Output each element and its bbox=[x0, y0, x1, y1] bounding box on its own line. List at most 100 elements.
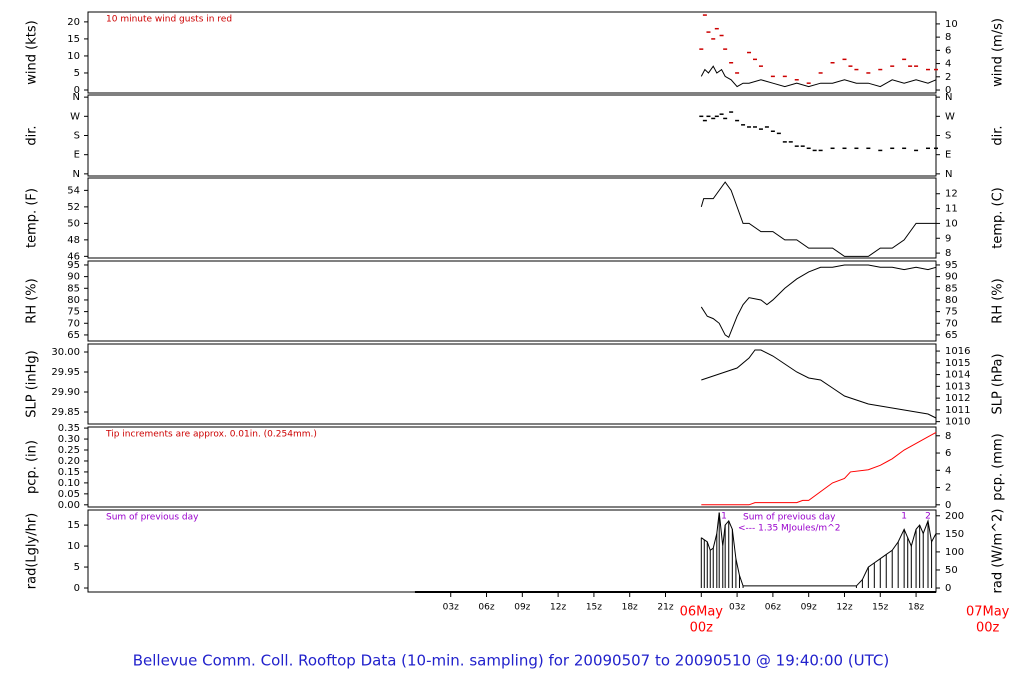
y-tick-label: 29.90 bbox=[51, 387, 80, 398]
annotation: Tip increments are approx. 0.01in. (0.25… bbox=[105, 430, 317, 440]
data-line bbox=[700, 181, 936, 257]
y-tick-label: 30.00 bbox=[51, 347, 80, 358]
y-axis-label: RH (%) bbox=[25, 278, 40, 323]
y-tick-label: 90 bbox=[67, 272, 80, 283]
y2-tick-label: 2 bbox=[945, 72, 951, 83]
y-tick-label: 0.35 bbox=[58, 423, 80, 434]
y-tick-label: 0.15 bbox=[58, 467, 80, 478]
y-tick-label: 80 bbox=[67, 295, 80, 306]
x-tick-label: 03z bbox=[729, 603, 745, 613]
y-tick-label: 0.10 bbox=[58, 478, 80, 489]
y-tick-label: 46 bbox=[67, 251, 80, 262]
y2-tick-label: 12 bbox=[945, 189, 958, 200]
annotation: Sum of previous day bbox=[106, 513, 199, 523]
chart-title: Bellevue Comm. Coll. Rooftop Data (10-mi… bbox=[133, 652, 890, 670]
x-tick-label: 06z bbox=[765, 603, 781, 613]
y-axis-label: wind (kts) bbox=[25, 20, 40, 84]
data-line bbox=[701, 349, 937, 419]
y-tick-label: 10 bbox=[67, 51, 80, 62]
y-tick-label: 52 bbox=[67, 202, 80, 213]
panel-frame bbox=[87, 177, 937, 259]
x-tick-label: 18z bbox=[622, 603, 638, 613]
y2-tick-label: 85 bbox=[945, 283, 958, 294]
y-tick-label: 75 bbox=[67, 307, 80, 318]
y-tick-label: 5 bbox=[74, 562, 80, 573]
x-tick-label: 03z bbox=[443, 603, 459, 613]
day-hour-label: 00z bbox=[976, 621, 1000, 636]
y2-tick-label: 1010 bbox=[945, 417, 970, 428]
annotation: Sum of previous day bbox=[743, 513, 836, 523]
y-tick-label: 50 bbox=[67, 218, 80, 229]
y2-tick-label: E bbox=[945, 150, 951, 161]
data-line bbox=[700, 65, 937, 88]
y-tick-label: 0.30 bbox=[58, 434, 80, 445]
y2-tick-label: 150 bbox=[945, 529, 964, 540]
y2-tick-label: 100 bbox=[945, 547, 964, 558]
y2-tick-label: 95 bbox=[945, 260, 958, 271]
day-marker: 1 bbox=[721, 512, 727, 522]
y-tick-label: 0 bbox=[74, 583, 80, 594]
y2-tick-label: N bbox=[945, 92, 952, 103]
y2-tick-label: 1015 bbox=[945, 358, 970, 369]
y-axis-label: temp. (F) bbox=[25, 188, 40, 248]
x-tick-label: 15z bbox=[872, 603, 888, 613]
panel-frame bbox=[87, 94, 937, 177]
y-tick-label: 54 bbox=[67, 185, 80, 196]
y-tick-label: 0 bbox=[74, 85, 80, 96]
y-tick-label: 0.20 bbox=[58, 456, 80, 467]
y2-tick-label: 1013 bbox=[945, 381, 970, 392]
panel-frame bbox=[87, 11, 937, 94]
x-tick-label: 09z bbox=[801, 603, 817, 613]
y-tick-label: 10 bbox=[67, 541, 80, 552]
x-tick-label: 15z bbox=[586, 603, 602, 613]
y2-tick-label: 6 bbox=[945, 45, 951, 56]
y2-tick-label: 70 bbox=[945, 318, 958, 329]
y-tick-label: N bbox=[73, 169, 80, 180]
y-tick-label: 95 bbox=[67, 260, 80, 271]
y2-tick-label: 1011 bbox=[945, 405, 970, 416]
day-label: 06May bbox=[680, 605, 724, 620]
y2-tick-label: 2 bbox=[945, 483, 951, 494]
x-tick-label: 12z bbox=[836, 603, 852, 613]
y2-tick-label: 0 bbox=[945, 85, 951, 96]
y2-tick-label: 50 bbox=[945, 565, 958, 576]
y-axis-label: pcp. (in) bbox=[25, 440, 40, 494]
day-marker: 1 bbox=[901, 512, 907, 522]
y2-axis-label: pcp. (mm) bbox=[991, 433, 1006, 500]
y-tick-label: 85 bbox=[67, 283, 80, 294]
y2-tick-label: N bbox=[945, 169, 952, 180]
x-tick-label: 09z bbox=[514, 603, 530, 613]
y2-tick-label: 200 bbox=[945, 511, 964, 522]
annotation: <--- 1.35 MJoules/m^2 bbox=[738, 524, 840, 534]
y-axis-label: dir. bbox=[25, 125, 40, 145]
y2-tick-label: 11 bbox=[945, 204, 958, 215]
y2-tick-label: 4 bbox=[945, 465, 951, 476]
y2-tick-label: 1012 bbox=[945, 393, 970, 404]
data-line bbox=[701, 432, 937, 506]
y-tick-label: 29.85 bbox=[51, 407, 80, 418]
y2-tick-label: 1014 bbox=[945, 370, 970, 381]
y2-axis-label: wind (m/s) bbox=[991, 18, 1006, 87]
day-marker: 2 bbox=[925, 512, 931, 522]
y-tick-label: 70 bbox=[67, 318, 80, 329]
y2-tick-label: 6 bbox=[945, 448, 951, 459]
x-tick-label: 06z bbox=[478, 603, 494, 613]
y-axis-label: SLP (inHg) bbox=[25, 350, 40, 418]
y-tick-label: 5 bbox=[74, 68, 80, 79]
y-tick-label: W bbox=[70, 111, 80, 122]
y2-tick-label: 1016 bbox=[945, 346, 970, 357]
y-tick-label: E bbox=[74, 150, 80, 161]
y2-tick-label: W bbox=[945, 111, 955, 122]
panel-frame bbox=[87, 343, 937, 425]
y-tick-label: 20 bbox=[67, 17, 80, 28]
y2-tick-label: 10 bbox=[945, 19, 958, 30]
y-tick-label: N bbox=[73, 92, 80, 103]
y2-axis-label: temp. (C) bbox=[991, 187, 1006, 249]
annotation: 10 minute wind gusts in red bbox=[106, 15, 232, 25]
y2-tick-label: 65 bbox=[945, 330, 958, 341]
y-axis-label: rad(Lgly/hr) bbox=[25, 513, 40, 589]
y-tick-label: 0.05 bbox=[58, 489, 80, 500]
y-tick-label: 15 bbox=[67, 34, 80, 45]
x-tick-label: 18z bbox=[908, 603, 924, 613]
